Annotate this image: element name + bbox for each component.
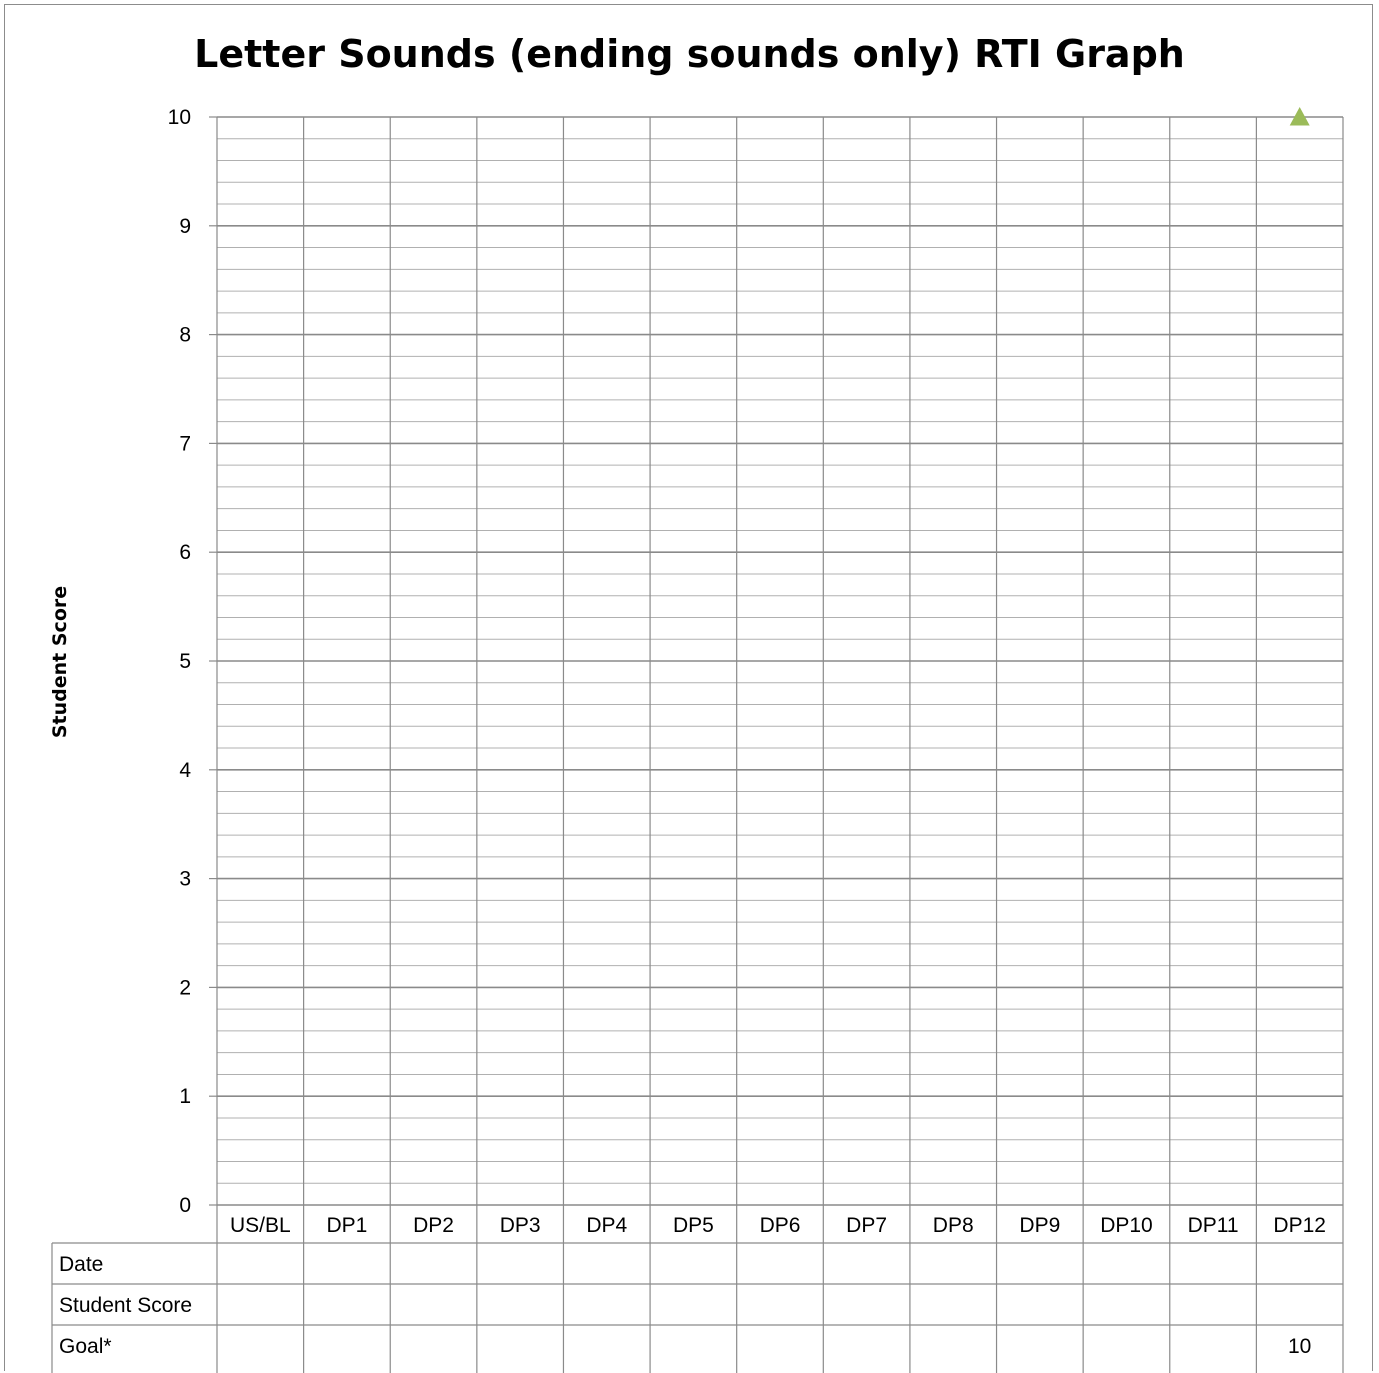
x-category-label: DP8 bbox=[933, 1214, 974, 1237]
y-tick-label: 0 bbox=[179, 1194, 191, 1217]
chart-title: Letter Sounds (ending sounds only) RTI G… bbox=[194, 32, 1185, 76]
data-table: Date Student Score Goal* 10 bbox=[51, 1242, 1343, 1373]
table-row-label: Goal* bbox=[59, 1335, 112, 1358]
y-tick-label: 6 bbox=[179, 541, 191, 564]
chart-frame bbox=[4, 4, 1373, 1371]
x-category-label: DP5 bbox=[673, 1214, 714, 1237]
x-category-label: DP1 bbox=[326, 1214, 367, 1237]
y-tick-label: 9 bbox=[179, 215, 191, 238]
table-row-label: Student Score bbox=[59, 1294, 192, 1317]
x-category-label: DP2 bbox=[413, 1214, 454, 1237]
x-axis-categories: US/BL DP1 DP2 DP3 DP4 DP5 DP6 DP7 DP8 DP9 DP10 DP11… bbox=[230, 1214, 1326, 1237]
x-category-label: DP9 bbox=[1019, 1214, 1060, 1237]
x-category-label: DP12 bbox=[1273, 1214, 1326, 1237]
x-category-label: DP6 bbox=[760, 1214, 801, 1237]
y-tick-label: 2 bbox=[179, 976, 191, 999]
y-tick-label: 5 bbox=[179, 650, 191, 673]
table-row-label: Date bbox=[59, 1253, 103, 1276]
series-marks bbox=[1289, 107, 1310, 126]
x-category-label: DP11 bbox=[1188, 1214, 1239, 1237]
x-category-label: DP3 bbox=[500, 1214, 541, 1237]
y-tick-label: 7 bbox=[179, 432, 191, 455]
y-tick-label: 1 bbox=[179, 1085, 191, 1108]
y-axis-ticks: 0 1 2 3 4 5 6 7 8 9 10 bbox=[168, 106, 192, 1217]
x-category-label: DP4 bbox=[586, 1214, 627, 1237]
y-tick-label: 3 bbox=[179, 868, 191, 891]
y-tick-label: 8 bbox=[179, 324, 191, 347]
y-tick-label: 4 bbox=[179, 759, 191, 782]
table-cell-value: 10 bbox=[1288, 1335, 1311, 1358]
data-point-triangle bbox=[1289, 107, 1310, 126]
x-category-label: DP7 bbox=[846, 1214, 887, 1237]
y-tick-label: 10 bbox=[168, 106, 191, 129]
gridlines bbox=[209, 116, 1344, 1373]
x-category-label: DP10 bbox=[1100, 1214, 1153, 1237]
x-category-label: US/BL bbox=[230, 1214, 291, 1237]
